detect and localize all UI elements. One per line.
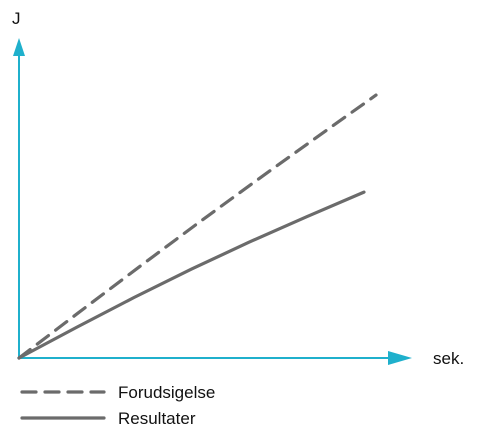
y-axis-label: J xyxy=(12,9,21,28)
axes xyxy=(13,38,412,365)
legend-label-resultater: Resultater xyxy=(118,409,196,428)
x-axis-label: sek. xyxy=(433,349,464,368)
legend-label-forudsigelse: Forudsigelse xyxy=(118,383,215,402)
series-group xyxy=(17,93,378,360)
series-line-forudsigelse xyxy=(17,93,378,360)
legend: Forudsigelse Resultater xyxy=(20,383,215,428)
y-axis-arrow xyxy=(13,38,25,56)
x-axis-arrow xyxy=(388,351,412,365)
series-line-resultater xyxy=(17,190,366,360)
